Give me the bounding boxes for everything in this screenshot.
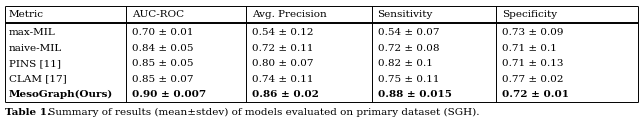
Text: Sensitivity: Sensitivity xyxy=(378,9,433,19)
Text: AUC-ROC: AUC-ROC xyxy=(132,9,184,19)
Text: 0.71 ± 0.1: 0.71 ± 0.1 xyxy=(502,44,557,53)
Text: 0.85 ± 0.05: 0.85 ± 0.05 xyxy=(132,59,193,68)
Text: 0.75 ± 0.11: 0.75 ± 0.11 xyxy=(378,75,439,84)
Text: MesoGraph(Ours): MesoGraph(Ours) xyxy=(9,90,113,99)
Text: 0.84 ± 0.05: 0.84 ± 0.05 xyxy=(132,44,193,53)
Text: Summary of results (mean±stdev) of models evaluated on primary dataset (SGH).: Summary of results (mean±stdev) of model… xyxy=(45,108,479,117)
Text: 0.54 ± 0.07: 0.54 ± 0.07 xyxy=(378,28,439,37)
Text: 0.82 ± 0.1: 0.82 ± 0.1 xyxy=(378,59,433,68)
Text: 0.86 ± 0.02: 0.86 ± 0.02 xyxy=(252,90,319,99)
Text: 0.90 ± 0.007: 0.90 ± 0.007 xyxy=(132,90,206,99)
Text: 0.72 ± 0.11: 0.72 ± 0.11 xyxy=(252,44,314,53)
Text: Table 1.: Table 1. xyxy=(5,108,51,116)
Text: 0.54 ± 0.12: 0.54 ± 0.12 xyxy=(252,28,314,37)
Text: 0.85 ± 0.07: 0.85 ± 0.07 xyxy=(132,75,193,84)
Text: max-MIL: max-MIL xyxy=(9,28,56,37)
Text: 0.88 ± 0.015: 0.88 ± 0.015 xyxy=(378,90,451,99)
Text: 0.71 ± 0.13: 0.71 ± 0.13 xyxy=(502,59,563,68)
Text: 0.72 ± 0.08: 0.72 ± 0.08 xyxy=(378,44,439,53)
Text: Specificity: Specificity xyxy=(502,9,557,19)
Text: 0.80 ± 0.07: 0.80 ± 0.07 xyxy=(252,59,314,68)
Text: naive-MIL: naive-MIL xyxy=(9,44,62,53)
Text: CLAM [17]: CLAM [17] xyxy=(9,75,67,84)
Text: 0.73 ± 0.09: 0.73 ± 0.09 xyxy=(502,28,563,37)
Text: Metric: Metric xyxy=(9,9,44,19)
Text: 0.72 ± 0.01: 0.72 ± 0.01 xyxy=(502,90,569,99)
Text: 0.70 ± 0.01: 0.70 ± 0.01 xyxy=(132,28,193,37)
Text: 0.77 ± 0.02: 0.77 ± 0.02 xyxy=(502,75,563,84)
Text: 0.74 ± 0.11: 0.74 ± 0.11 xyxy=(252,75,314,84)
Text: Avg. Precision: Avg. Precision xyxy=(252,9,327,19)
Text: PINS [11]: PINS [11] xyxy=(9,59,61,68)
